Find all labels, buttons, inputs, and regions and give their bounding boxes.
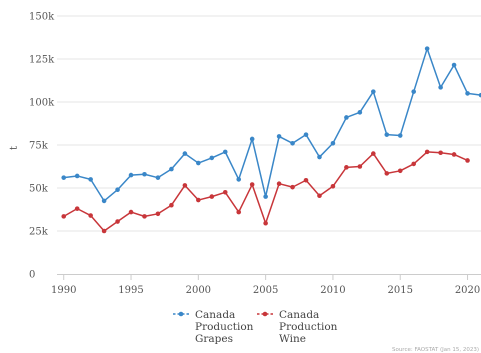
data-point[interactable]: [128, 172, 134, 178]
data-point[interactable]: [371, 89, 376, 94]
x-tick-label: 2015: [388, 285, 413, 296]
data-point[interactable]: [276, 134, 282, 139]
data-point[interactable]: [465, 91, 470, 96]
grid-lines: [57, 15, 481, 232]
data-point[interactable]: [128, 209, 134, 215]
x-tick-label: 1995: [118, 285, 143, 296]
y-axis-ticks: 0 25k 50k 75k 100k 125k 150k: [29, 12, 55, 281]
data-point[interactable]: [236, 177, 242, 182]
data-point[interactable]: [88, 213, 93, 218]
data-point[interactable]: [182, 151, 188, 156]
data-point[interactable]: [61, 175, 67, 180]
data-point[interactable]: [155, 211, 161, 217]
legend[interactable]: CanadaProductionGrapesCanadaProductionWi…: [173, 309, 338, 345]
legend-swatch-marker: [178, 311, 184, 317]
data-point[interactable]: [411, 161, 416, 167]
data-point[interactable]: [236, 209, 242, 215]
y-tick-label: 100k: [29, 98, 55, 109]
data-point[interactable]: [101, 198, 107, 204]
data-point[interactable]: [263, 220, 268, 226]
series-wine: [61, 149, 470, 234]
y-tick-label: 150k: [29, 12, 55, 23]
data-point[interactable]: [249, 136, 255, 142]
legend-label: Production: [279, 321, 338, 333]
source-note: Source: FAOSTAT (Jan 15, 2023): [392, 347, 479, 353]
data-point[interactable]: [303, 177, 309, 183]
data-point[interactable]: [317, 154, 322, 160]
data-point[interactable]: [209, 194, 215, 199]
y-tick-label: 125k: [29, 55, 55, 66]
data-point[interactable]: [196, 197, 201, 203]
plot-area: [61, 46, 481, 234]
data-point[interactable]: [478, 92, 481, 98]
data-point[interactable]: [384, 132, 390, 137]
data-point[interactable]: [438, 150, 443, 156]
data-point[interactable]: [330, 140, 336, 146]
data-point[interactable]: [411, 89, 416, 94]
series-grapes: [61, 46, 481, 204]
x-tick-label: 2020: [455, 285, 480, 296]
data-point[interactable]: [88, 177, 93, 182]
data-point[interactable]: [182, 183, 188, 188]
data-point[interactable]: [344, 115, 349, 120]
legend-label: Canada: [195, 309, 235, 321]
y-tick-label: 50k: [29, 184, 49, 195]
data-point[interactable]: [115, 187, 120, 193]
legend-label: Production: [195, 321, 254, 333]
data-point[interactable]: [209, 155, 215, 161]
legend-swatch-marker: [262, 311, 268, 317]
data-point[interactable]: [357, 110, 363, 115]
x-tick-label: 2005: [253, 285, 278, 296]
data-point[interactable]: [263, 194, 268, 199]
data-point[interactable]: [424, 149, 430, 155]
data-point[interactable]: [397, 168, 403, 174]
x-axis-ticks: 1990 1995 2000 2005 2010 2015 2020: [51, 274, 480, 296]
legend-label: Canada: [279, 309, 319, 321]
data-point[interactable]: [101, 228, 107, 234]
data-point[interactable]: [438, 85, 443, 90]
series-line: [63, 151, 468, 232]
y-tick-label: 75k: [29, 141, 49, 152]
data-point[interactable]: [371, 151, 376, 156]
data-point[interactable]: [290, 140, 295, 146]
data-point[interactable]: [222, 149, 228, 155]
y-tick-label: 25k: [29, 227, 49, 238]
data-point[interactable]: [330, 183, 336, 189]
data-point[interactable]: [74, 173, 80, 179]
y-tick-label: 0: [29, 270, 35, 281]
data-point[interactable]: [384, 171, 390, 176]
data-point[interactable]: [222, 190, 228, 195]
x-tick-label: 2010: [320, 285, 345, 296]
data-point[interactable]: [397, 133, 403, 138]
data-point[interactable]: [290, 184, 295, 190]
y-axis-label: t: [9, 146, 20, 150]
x-tick-label: 2000: [186, 285, 211, 296]
data-point[interactable]: [61, 214, 67, 219]
series-line: [63, 47, 481, 202]
data-point[interactable]: [276, 181, 282, 186]
data-point[interactable]: [303, 132, 309, 137]
legend-label: Wine: [279, 333, 306, 345]
data-point[interactable]: [317, 193, 322, 199]
data-point[interactable]: [169, 166, 174, 172]
data-point[interactable]: [344, 165, 349, 170]
data-point[interactable]: [169, 202, 174, 208]
data-point[interactable]: [451, 152, 457, 157]
data-point[interactable]: [74, 206, 80, 211]
data-point[interactable]: [424, 46, 430, 51]
data-point[interactable]: [142, 214, 147, 219]
data-point[interactable]: [357, 164, 363, 169]
data-point[interactable]: [115, 219, 120, 224]
legend-label: Grapes: [195, 333, 233, 345]
data-point[interactable]: [196, 160, 201, 166]
data-point[interactable]: [142, 171, 147, 177]
x-tick-label: 1990: [51, 285, 76, 296]
data-point[interactable]: [249, 182, 255, 187]
data-point[interactable]: [155, 175, 161, 180]
data-point[interactable]: [465, 158, 470, 163]
data-point[interactable]: [451, 62, 457, 68]
